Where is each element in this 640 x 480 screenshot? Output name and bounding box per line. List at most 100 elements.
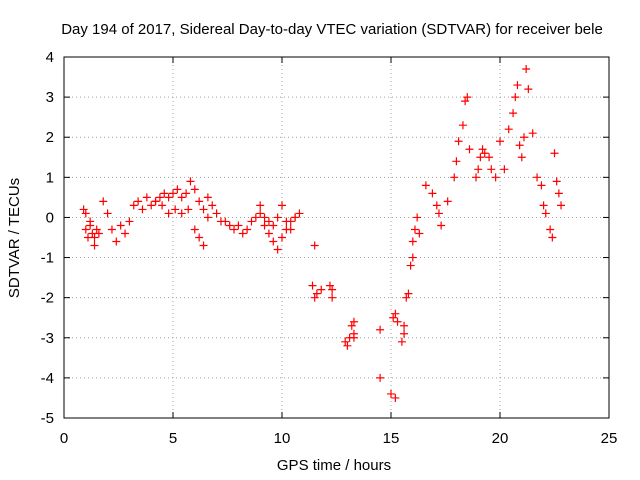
data-point — [190, 185, 199, 194]
x-axis-label: GPS time / hours — [277, 457, 391, 474]
data-point — [557, 201, 566, 210]
data-point — [286, 225, 295, 234]
data-point — [308, 281, 317, 290]
grid-lines — [64, 57, 609, 418]
data-point — [437, 221, 446, 230]
data-point — [391, 309, 400, 318]
data-point — [273, 213, 282, 222]
data-point — [142, 193, 151, 202]
data-point — [428, 189, 437, 198]
data-point — [86, 221, 95, 230]
data-point — [195, 233, 204, 242]
axis-ticks: 0 5 10 15 20 25 -5 -4 -3 -2 -1 0 1 2 3 4 — [41, 49, 618, 447]
data-point — [182, 189, 191, 198]
data-point — [472, 173, 481, 182]
data-point — [177, 209, 186, 218]
data-point — [107, 225, 116, 234]
data-point — [186, 177, 195, 186]
data-point — [524, 85, 533, 94]
data-point — [190, 225, 199, 234]
data-point — [212, 209, 221, 218]
data-point — [341, 337, 350, 346]
data-point — [343, 341, 352, 350]
data-point — [454, 137, 463, 146]
data-point — [317, 285, 326, 294]
data-point — [310, 293, 319, 302]
data-point — [548, 233, 557, 242]
data-point — [450, 173, 459, 182]
x-tick-label: 15 — [383, 430, 400, 447]
data-point — [169, 189, 177, 198]
data-point — [230, 225, 239, 234]
data-point — [264, 217, 273, 226]
data-point — [225, 221, 234, 230]
chart-title: Day 194 of 2017, Sidereal Day-to-day VTE… — [61, 21, 603, 38]
data-points — [79, 65, 566, 402]
data-point — [328, 293, 337, 302]
data-point — [138, 205, 147, 214]
data-point — [452, 157, 461, 166]
data-point — [478, 145, 487, 154]
data-point — [408, 237, 417, 246]
data-point — [406, 261, 415, 270]
data-point — [537, 181, 546, 190]
data-point — [208, 201, 217, 210]
y-axis-label: SDTVAR / TECUs — [6, 178, 23, 298]
data-point — [79, 205, 88, 214]
data-point — [376, 325, 385, 334]
data-point — [81, 209, 90, 218]
data-point — [519, 133, 528, 142]
data-point — [349, 333, 358, 342]
data-point — [434, 209, 443, 218]
y-tick-label: 0 — [46, 209, 54, 226]
data-point — [413, 213, 422, 222]
data-point — [491, 173, 500, 182]
data-point — [264, 229, 273, 238]
data-point — [203, 213, 212, 222]
y-tick-label: 2 — [46, 129, 54, 146]
y-tick-label: 3 — [46, 89, 54, 106]
data-point — [269, 237, 278, 246]
data-point — [325, 281, 334, 290]
data-point — [243, 225, 252, 234]
data-point — [221, 217, 230, 226]
data-point — [400, 321, 409, 330]
data-point — [278, 201, 286, 210]
x-tick-label: 10 — [274, 430, 291, 447]
data-point — [461, 97, 470, 106]
data-point — [546, 225, 555, 234]
x-tick-label: 20 — [492, 430, 509, 447]
data-point — [487, 165, 496, 174]
data-point — [273, 245, 282, 254]
data-point — [328, 285, 337, 294]
data-point — [164, 193, 173, 202]
data-point — [480, 149, 489, 158]
data-point — [465, 145, 474, 154]
x-tick-label: 25 — [601, 430, 618, 447]
data-point — [387, 389, 395, 398]
data-point — [528, 129, 537, 138]
data-point — [92, 225, 101, 234]
data-point — [99, 197, 108, 206]
data-point — [509, 109, 518, 118]
data-point — [400, 329, 409, 338]
x-tick-label: 5 — [169, 430, 177, 447]
y-tick-label: -2 — [41, 290, 54, 307]
data-point — [90, 233, 99, 242]
data-point — [278, 233, 286, 242]
data-point — [160, 189, 169, 198]
data-point — [121, 229, 130, 238]
data-point — [147, 201, 156, 210]
data-point — [282, 217, 291, 226]
data-point — [269, 221, 278, 230]
data-point — [485, 153, 494, 162]
data-point — [310, 241, 319, 250]
data-point — [513, 81, 522, 90]
data-point — [184, 205, 193, 214]
data-point — [203, 193, 212, 202]
data-point — [116, 221, 125, 230]
data-point — [515, 141, 524, 150]
data-point — [247, 217, 256, 226]
data-point — [199, 241, 208, 250]
data-point — [552, 177, 561, 186]
